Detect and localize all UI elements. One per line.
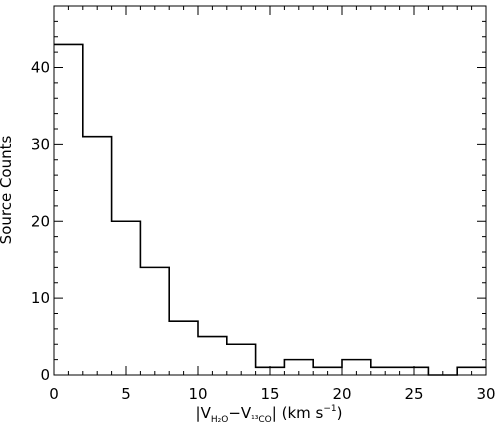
x-tick-label-30: 30 [476,385,495,403]
x-axis-label: |VH₂O−V¹³CO| (km s−1) [196,404,343,425]
x-axis-label-prefix: |V [196,404,212,422]
y-axis-tick-labels: 0 10 20 30 40 [31,59,50,385]
y-tick-label-30: 30 [31,135,50,153]
histogram-bar-20-22 [342,360,371,375]
x-axis-tick-labels: 0 5 10 15 20 25 30 [49,385,495,403]
x-axis-label-mid: −V [228,404,252,422]
x-axis-label-sub1: H₂O [211,415,228,425]
x-tick-label-0: 0 [49,385,59,403]
x-axis-label-sub2: ¹³CO [251,415,272,425]
histogram-bar-14-16 [256,367,285,375]
x-tick-label-15: 15 [260,385,279,403]
histogram-bar-16-18 [284,360,313,375]
histogram-bar-2-4 [83,137,112,375]
histogram-bar-8-10 [169,321,198,375]
y-axis-label: Source Counts [0,135,15,244]
y-tick-label-40: 40 [31,59,50,77]
y-axis-ticks [54,5,486,376]
histogram-bar-28-30 [457,367,486,375]
histogram-bar-24-26 [400,367,429,375]
x-tick-label-10: 10 [188,385,207,403]
histogram-bar-12-14 [227,344,256,375]
y-tick-label-20: 20 [31,212,50,230]
x-tick-label-5: 5 [121,385,131,403]
histogram-bar-18-20 [313,367,342,375]
x-axis-label-close: ) [337,404,343,422]
histogram-step-line [54,43,486,376]
x-tick-label-25: 25 [404,385,423,403]
x-axis-label-sup: −1 [323,404,336,414]
x-axis-label-suffix: | (km s [272,404,324,422]
histogram-bar-10-12 [198,337,227,375]
x-tick-label-20: 20 [332,385,351,403]
histogram-bar-4-6 [112,221,141,375]
histogram-bar-22-24 [371,367,400,375]
y-tick-label-0: 0 [40,366,50,384]
y-tick-label-10: 10 [31,289,50,307]
histogram-bins [54,44,486,375]
histogram-bar-6-8 [140,267,169,375]
histogram-bar-0-2 [54,44,83,375]
